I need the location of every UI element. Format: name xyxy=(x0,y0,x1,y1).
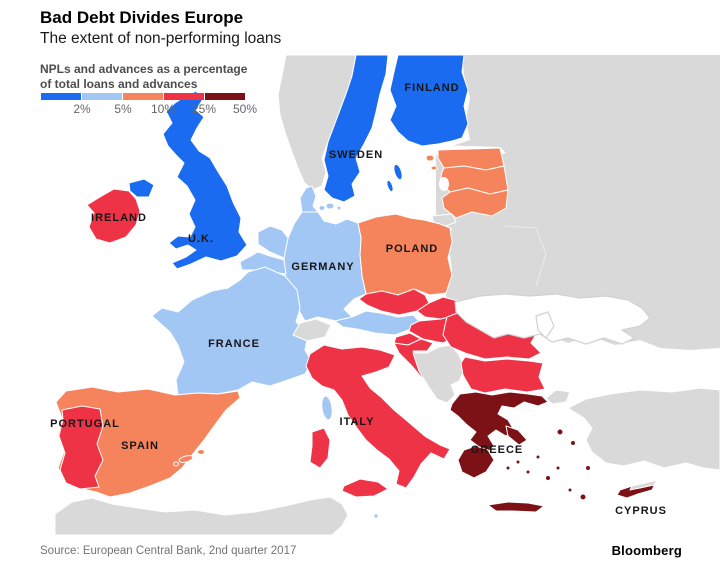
map-label-france: FRANCE xyxy=(208,338,260,350)
country-finland xyxy=(389,54,469,147)
legend-tick: 5% xyxy=(114,102,132,116)
country-switzerland xyxy=(292,318,332,342)
legend-swatch-red xyxy=(164,93,204,100)
country-denmark xyxy=(299,185,319,213)
legend-title: NPLs and advances as a percentage of tot… xyxy=(40,62,247,92)
map-label-portugal: PORTUGAL xyxy=(50,418,120,430)
legend-swatch-darkred xyxy=(205,93,245,100)
legend-title-line2: of total loans and advances xyxy=(40,77,198,91)
island-malta xyxy=(373,513,379,519)
map-label-germany: GERMANY xyxy=(291,261,355,273)
region-northern-ireland xyxy=(128,178,155,198)
legend-title-line1: NPLs and advances as a percentage xyxy=(40,62,248,76)
legend-tick: 2% xyxy=(73,102,91,116)
country-belgium xyxy=(239,251,287,275)
country-uk xyxy=(162,90,248,270)
legend-tick: 50% xyxy=(232,102,258,116)
legend-swatch-lightblue xyxy=(82,93,122,100)
country-sweden xyxy=(323,54,389,203)
map-label-italy: ITALY xyxy=(339,416,375,428)
country-russia-belarus xyxy=(436,55,720,350)
country-bulgaria xyxy=(460,356,546,394)
country-spain xyxy=(55,386,241,498)
region-western-balkans xyxy=(412,344,466,404)
country-netherlands xyxy=(257,225,289,259)
map-label-spain: SPAIN xyxy=(121,440,159,452)
source-note: Source: European Central Bank, 2nd quart… xyxy=(40,545,297,557)
map-label-cyprus: CYPRUS xyxy=(615,505,667,517)
island-corsica xyxy=(321,395,333,421)
map-label-ireland: IRELAND xyxy=(91,212,147,224)
balearic-islands xyxy=(173,449,205,467)
map-label-finland: FINLAND xyxy=(404,82,460,94)
island-euboea xyxy=(505,425,528,446)
country-lithuania xyxy=(441,187,509,219)
legend-swatch-blue xyxy=(41,93,81,100)
island-oland xyxy=(386,179,394,193)
danish-islands xyxy=(318,202,342,211)
island-sicily xyxy=(341,478,389,498)
island-sardinia xyxy=(309,427,331,469)
belarus-border-line xyxy=(504,225,547,287)
country-turkey xyxy=(567,387,720,471)
country-ukraine xyxy=(454,293,651,345)
bloomberg-logo: Bloomberg xyxy=(611,543,682,558)
country-italy xyxy=(305,344,451,489)
map-label-greece: GREECE xyxy=(470,444,524,456)
country-france xyxy=(151,266,313,396)
country-greece xyxy=(449,391,549,453)
map-label-sweden: SWEDEN xyxy=(328,149,384,161)
region-peloponnese xyxy=(457,445,495,479)
region-north-africa xyxy=(54,496,349,536)
island-crete xyxy=(487,501,545,513)
map-label-uk: U.K. xyxy=(188,233,214,245)
island-gotland xyxy=(393,163,403,181)
country-moldova xyxy=(535,311,555,339)
page-subtitle: The extent of non-performing loans xyxy=(40,30,282,47)
region-cyprus-north xyxy=(629,479,658,491)
aegean-islands xyxy=(505,428,591,501)
legend-color-scale xyxy=(41,93,245,100)
legend-tick: 25% xyxy=(191,102,217,116)
country-estonia xyxy=(437,147,505,171)
gulf-of-riga xyxy=(439,177,449,191)
page-title: Bad Debt Divides Europe xyxy=(40,8,244,27)
country-portugal xyxy=(58,405,104,490)
country-ireland xyxy=(86,188,141,244)
legend-tick-labels: 2% 5% 10% 25% 50% xyxy=(41,102,265,116)
legend-swatch-orange xyxy=(123,93,163,100)
legend-tick: 10% xyxy=(150,102,176,116)
map-label-poland: POLAND xyxy=(385,243,439,255)
country-turkey-europe xyxy=(545,389,571,405)
estonian-islands xyxy=(425,154,438,171)
